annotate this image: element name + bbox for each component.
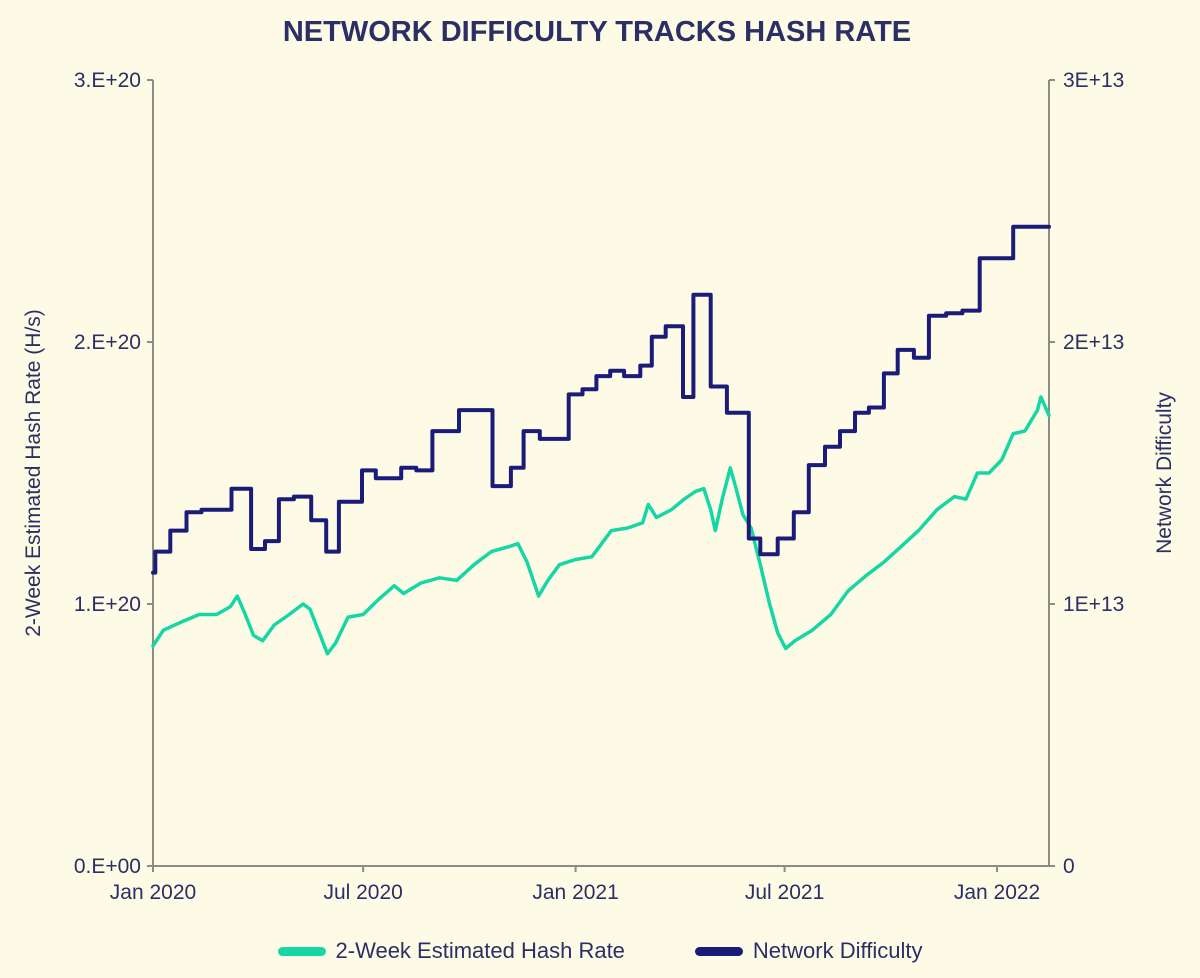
x-tick-label: Jan 2021 bbox=[532, 881, 618, 904]
y-left-tick-label: 2.E+20 bbox=[74, 331, 141, 354]
legend: 2-Week Estimated Hash Rate Network Diffi… bbox=[0, 938, 1200, 964]
legend-swatch-hash-rate bbox=[277, 946, 326, 956]
x-tick-label: Jan 2020 bbox=[110, 881, 196, 904]
series-layer bbox=[151, 224, 1051, 656]
series-line-network-difficulty bbox=[151, 224, 1051, 575]
y-right-tick-label: 1E+13 bbox=[1063, 593, 1124, 616]
series-line-hash-rate bbox=[151, 395, 1051, 656]
y-right-tick-label: 2E+13 bbox=[1063, 331, 1124, 354]
y-right-tick-label: 0 bbox=[1063, 855, 1075, 878]
y-left-tick-label: 1.E+20 bbox=[74, 593, 141, 616]
x-tick-label: Jul 2020 bbox=[323, 881, 402, 904]
legend-item-hash-rate: 2-Week Estimated Hash Rate bbox=[277, 938, 625, 964]
legend-item-difficulty: Network Difficulty bbox=[694, 938, 923, 964]
legend-swatch-difficulty bbox=[694, 946, 743, 956]
y-right-tick-label: 3E+13 bbox=[1063, 69, 1124, 92]
legend-label-hash-rate: 2-Week Estimated Hash Rate bbox=[335, 938, 625, 963]
x-tick-label: Jul 2021 bbox=[745, 881, 824, 904]
x-tick-label: Jan 2022 bbox=[954, 881, 1040, 904]
y-axis-left-label: 2-Week Estimated Hash Rate (H/s) bbox=[22, 309, 45, 637]
y-axis-left-ticks: 0.E+00 1.E+20 2.E+20 3.E+20 bbox=[74, 69, 153, 878]
y-left-tick-label: 3.E+20 bbox=[74, 69, 141, 92]
legend-label-difficulty: Network Difficulty bbox=[752, 938, 923, 963]
y-axis-right-label: Network Difficulty bbox=[1153, 392, 1176, 554]
chart-title: NETWORK DIFFICULTY TRACKS HASH RATE bbox=[283, 16, 911, 48]
x-axis-ticks: Jan 2020 Jul 2020 Jan 2021 Jul 2021 Jan 2022 bbox=[110, 866, 1040, 904]
y-axis-right-ticks: 0 1E+13 2E+13 3E+13 bbox=[1049, 69, 1124, 878]
y-left-tick-label: 0.E+00 bbox=[74, 855, 141, 878]
